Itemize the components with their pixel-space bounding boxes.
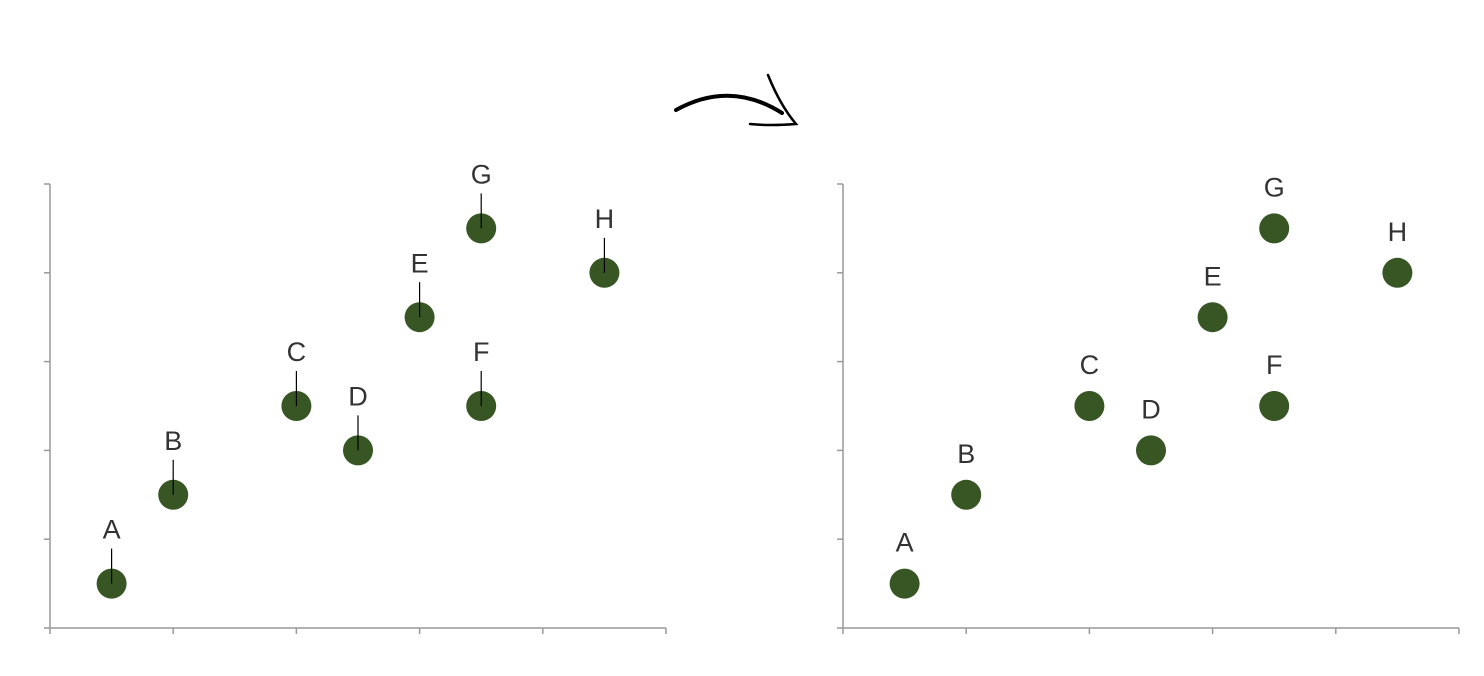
- point-label: D: [348, 382, 368, 412]
- point-label: H: [1388, 217, 1408, 247]
- point: [1259, 213, 1290, 244]
- point-label: A: [896, 528, 914, 558]
- point-label: E: [1204, 261, 1222, 291]
- point-label: C: [1080, 350, 1100, 380]
- arrow: [674, 73, 799, 127]
- point: [1382, 257, 1413, 288]
- point: [1074, 391, 1105, 421]
- point-label: G: [1264, 173, 1285, 203]
- point-label: F: [473, 337, 490, 367]
- point: [951, 479, 982, 510]
- point: [1136, 435, 1166, 466]
- point-label: A: [103, 515, 121, 545]
- point-label: B: [957, 439, 975, 469]
- point-label: B: [164, 426, 182, 456]
- point-label: F: [1266, 350, 1283, 380]
- point-label: D: [1141, 395, 1161, 425]
- point: [1197, 302, 1228, 333]
- point-label: H: [595, 204, 615, 234]
- point-label: G: [471, 160, 492, 190]
- point: [889, 568, 920, 599]
- point-label: C: [287, 337, 307, 367]
- point: [1259, 391, 1290, 421]
- point-label: E: [411, 248, 429, 278]
